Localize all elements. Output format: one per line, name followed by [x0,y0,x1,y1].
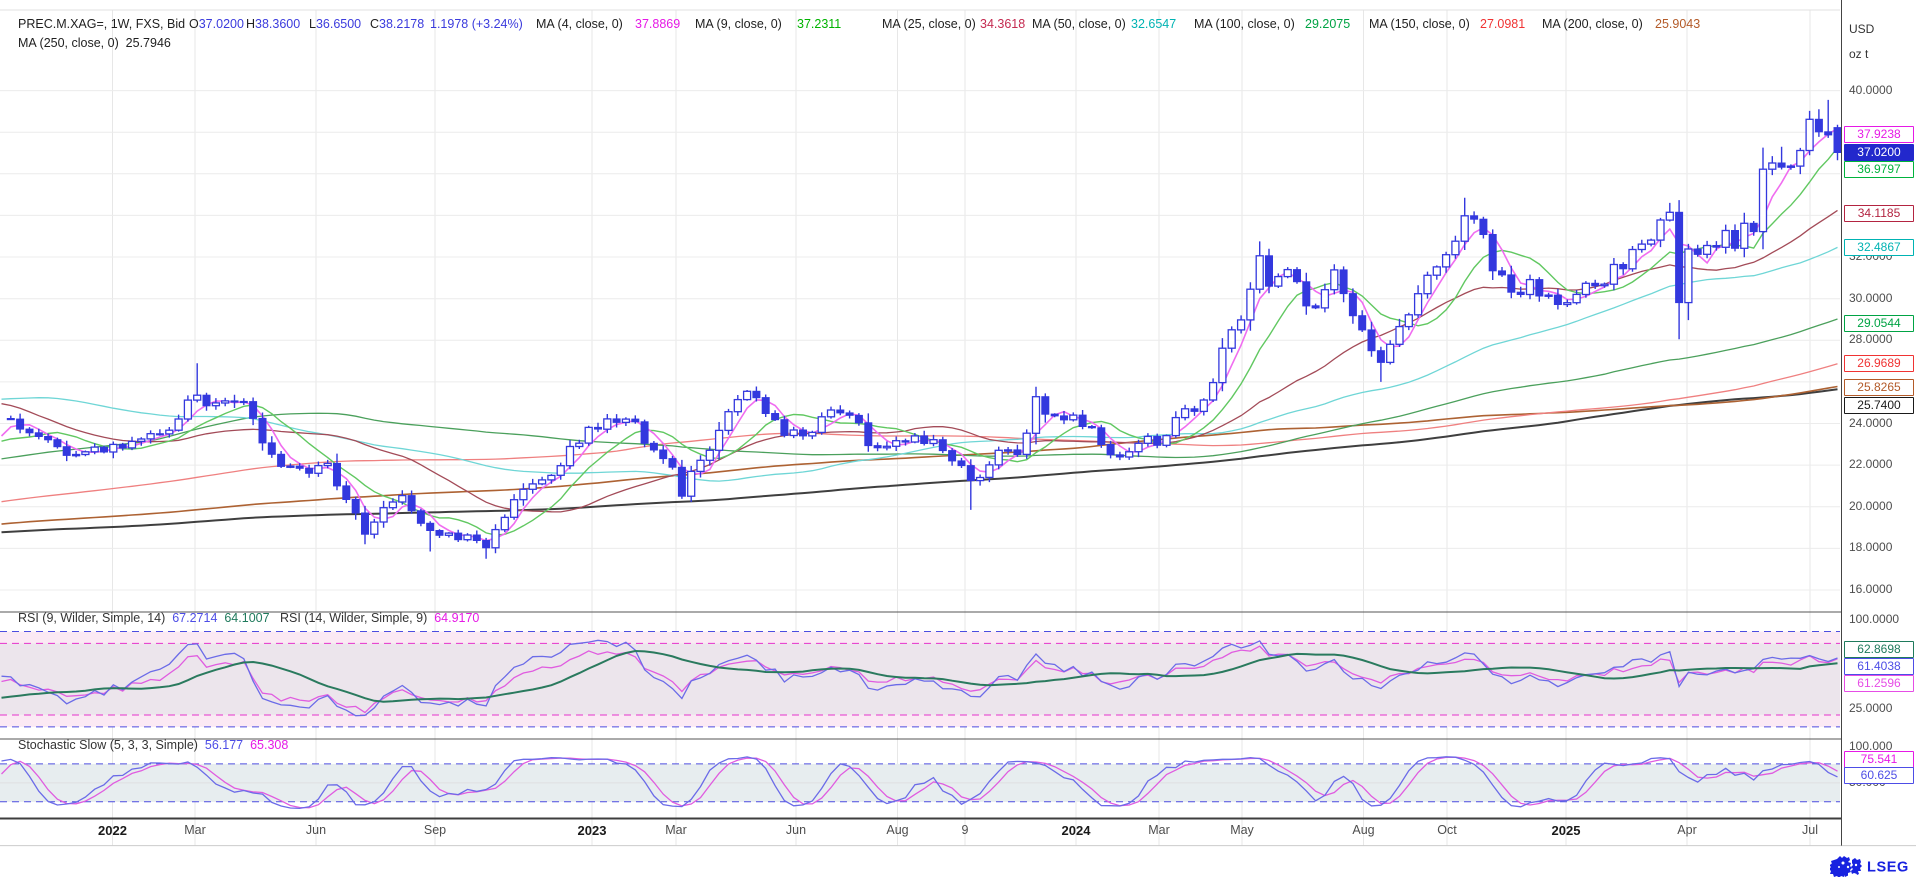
svg-text:LSEG: LSEG [1867,860,1909,876]
